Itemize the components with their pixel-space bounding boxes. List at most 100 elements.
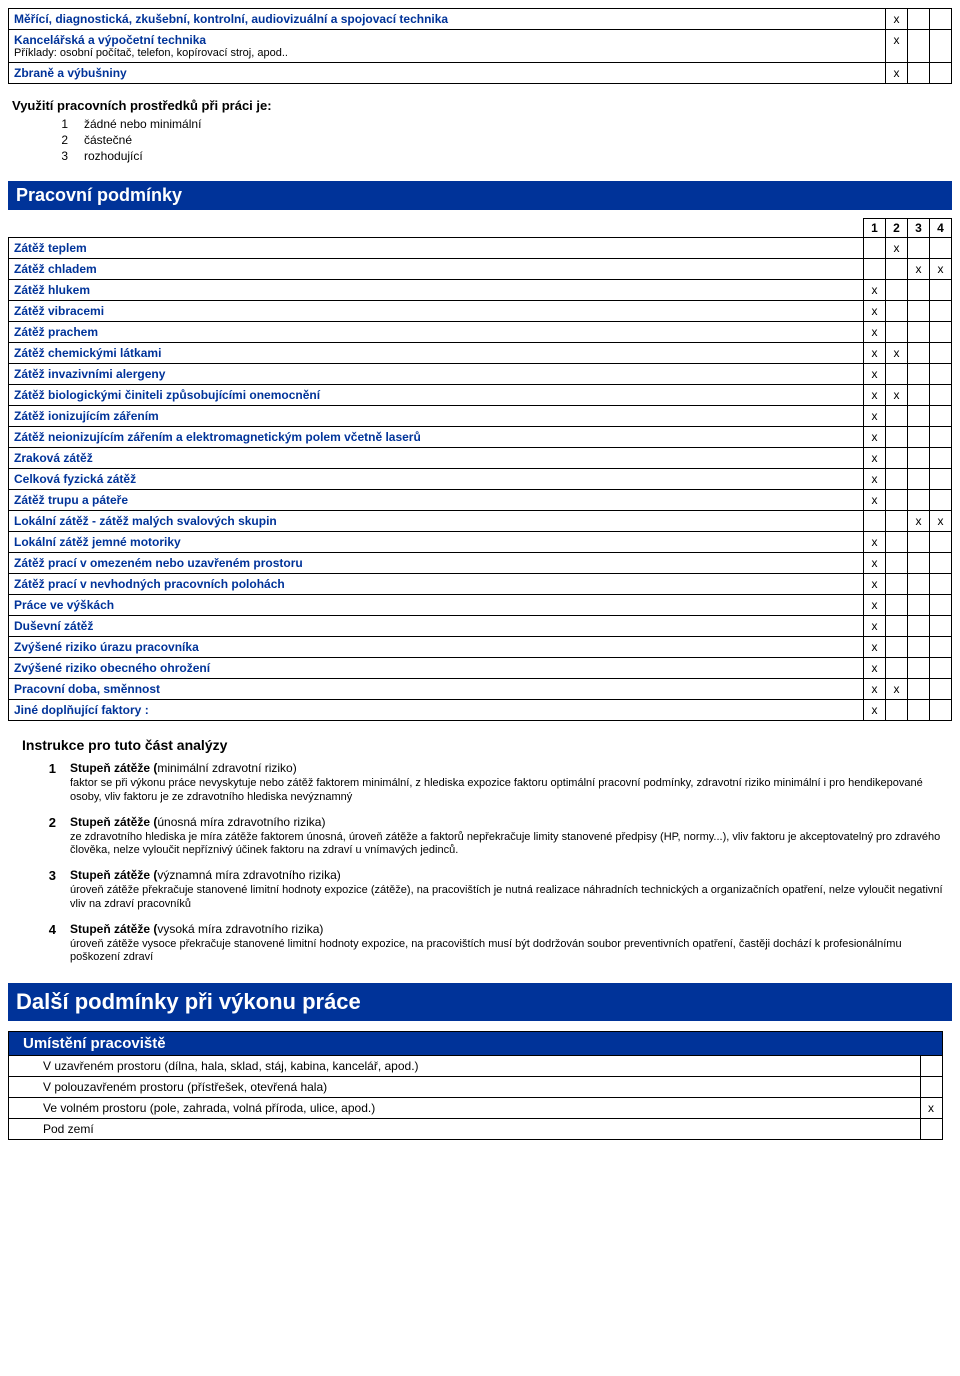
condition-mark-cell [908, 301, 930, 322]
condition-mark-cell [908, 574, 930, 595]
usage-item-num: 3 [52, 149, 68, 163]
condition-mark-cell [886, 364, 908, 385]
condition-mark-cell [908, 406, 930, 427]
condition-mark-cell: x [908, 511, 930, 532]
condition-label: Jiné doplňující faktory : [9, 700, 864, 721]
condition-mark-cell [930, 343, 952, 364]
condition-mark-cell: x [886, 343, 908, 364]
condition-mark-cell [908, 532, 930, 553]
condition-label: Zátěž hlukem [9, 280, 864, 301]
condition-mark-cell [908, 679, 930, 700]
tools-table: Měřící, diagnostická, zkušební, kontroln… [8, 8, 952, 84]
condition-mark-cell [930, 490, 952, 511]
further-banner: Další podmínky při výkonu práce [8, 983, 952, 1021]
condition-mark-cell [886, 553, 908, 574]
condition-label: Pracovní doba, směnnost [9, 679, 864, 700]
condition-mark-cell [908, 385, 930, 406]
location-sub-banner: Umístění pracoviště [9, 1032, 942, 1055]
condition-mark-cell [930, 658, 952, 679]
condition-mark-cell [908, 616, 930, 637]
condition-mark-cell [886, 448, 908, 469]
usage-item-text: částečné [84, 133, 132, 147]
condition-label: Zátěž biologickými činiteli způsobujícím… [9, 385, 864, 406]
condition-label: Zátěž trupu a páteře [9, 490, 864, 511]
tools-label-text: Zbraně a výbušniny [14, 66, 880, 80]
condition-mark-cell [908, 364, 930, 385]
instruction-title: Stupeň zátěže (minimální zdravotní rizik… [70, 761, 952, 775]
condition-mark-cell: x [864, 364, 886, 385]
instruction-item: 3Stupeň zátěže (významná míra zdravotníh… [42, 868, 952, 912]
location-label: V polouzavřeném prostoru (přístřešek, ot… [9, 1077, 921, 1098]
tools-label-text: Kancelářská a výpočetní technika [14, 33, 880, 47]
tools-row-label: Zbraně a výbušniny [9, 63, 886, 84]
condition-mark-cell [886, 532, 908, 553]
conditions-table: 1234Zátěž teplemxZátěž chlademxxZátěž hl… [8, 218, 952, 721]
condition-label: Zátěž invazivními alergeny [9, 364, 864, 385]
condition-label: Duševní zátěž [9, 616, 864, 637]
condition-mark-cell [886, 280, 908, 301]
condition-mark-cell [930, 637, 952, 658]
conditions-header-cell: 3 [908, 219, 930, 238]
condition-mark-cell [886, 511, 908, 532]
condition-mark-cell [908, 280, 930, 301]
location-label: V uzavřeném prostoru (dílna, hala, sklad… [9, 1056, 921, 1077]
location-label: Pod zemí [9, 1119, 921, 1140]
tools-mark-cell [930, 63, 952, 84]
condition-mark-cell [886, 259, 908, 280]
tools-mark-cell [908, 30, 930, 63]
condition-mark-cell [864, 259, 886, 280]
tools-mark-cell [908, 63, 930, 84]
instruction-num: 1 [42, 761, 56, 805]
condition-mark-cell: x [864, 595, 886, 616]
condition-mark-cell [908, 658, 930, 679]
usage-block: Využití pracovních prostředků při práci … [12, 98, 952, 163]
condition-mark-cell [864, 238, 886, 259]
condition-mark-cell [930, 595, 952, 616]
instruction-title: Stupeň zátěže (vysoká míra zdravotního r… [70, 922, 952, 936]
condition-mark-cell: x [864, 532, 886, 553]
condition-mark-cell: x [864, 679, 886, 700]
condition-mark-cell [908, 490, 930, 511]
condition-mark-cell [930, 238, 952, 259]
condition-mark-cell [930, 679, 952, 700]
condition-mark-cell: x [886, 238, 908, 259]
instruction-title: Stupeň zátěže (významná míra zdravotního… [70, 868, 952, 882]
instruction-title: Stupeň zátěže (únosná míra zdravotního r… [70, 815, 952, 829]
condition-label: Zvýšené riziko obecného ohrožení [9, 658, 864, 679]
tools-mark-cell: x [886, 9, 908, 30]
location-mark-cell [920, 1119, 942, 1140]
tools-mark-cell [908, 9, 930, 30]
condition-mark-cell [886, 574, 908, 595]
condition-mark-cell: x [864, 469, 886, 490]
condition-mark-cell [930, 469, 952, 490]
condition-mark-cell [886, 427, 908, 448]
conditions-banner: Pracovní podmínky [8, 181, 952, 210]
condition-mark-cell: x [908, 259, 930, 280]
conditions-header-cell: 1 [864, 219, 886, 238]
condition-mark-cell [930, 364, 952, 385]
condition-mark-cell [864, 511, 886, 532]
conditions-header-cell: 2 [886, 219, 908, 238]
location-table: Umístění pracovištěV uzavřeném prostoru … [8, 1031, 943, 1140]
instruction-num: 2 [42, 815, 56, 859]
condition-mark-cell [908, 427, 930, 448]
usage-item-num: 1 [52, 117, 68, 131]
condition-mark-cell [908, 700, 930, 721]
condition-mark-cell [886, 595, 908, 616]
condition-mark-cell [930, 448, 952, 469]
condition-mark-cell: x [864, 448, 886, 469]
condition-mark-cell: x [864, 322, 886, 343]
condition-label: Lokální zátěž jemné motoriky [9, 532, 864, 553]
instruction-item: 2 Stupeň zátěže (únosná míra zdravotního … [42, 815, 952, 859]
instruction-desc: úroveň zátěže překračuje stanovené limit… [70, 884, 952, 912]
instruction-item: 4Stupeň zátěže (vysoká míra zdravotního … [42, 922, 952, 966]
condition-label: Zátěž prací v nevhodných pracovních polo… [9, 574, 864, 595]
condition-mark-cell [908, 595, 930, 616]
condition-mark-cell [930, 700, 952, 721]
condition-mark-cell [930, 553, 952, 574]
condition-mark-cell [930, 532, 952, 553]
condition-label: Práce ve výškách [9, 595, 864, 616]
instruction-desc: úroveň zátěže vysoce překračuje stanoven… [70, 938, 952, 966]
condition-mark-cell: x [864, 343, 886, 364]
condition-mark-cell: x [864, 301, 886, 322]
